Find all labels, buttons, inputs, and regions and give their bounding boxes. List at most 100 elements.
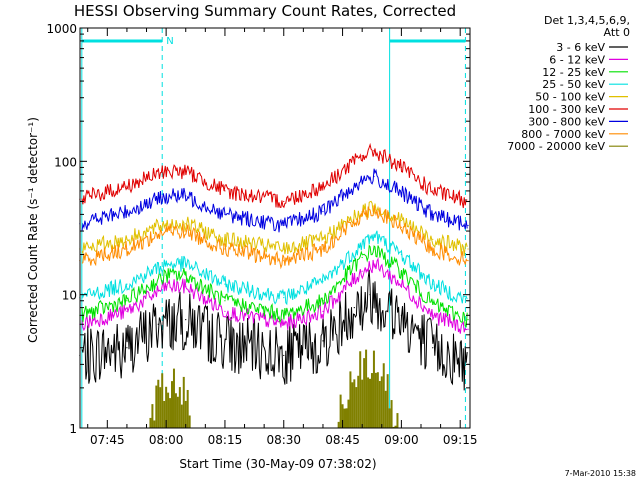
y-axis-ticks: 1 10 100 1000 <box>46 22 470 436</box>
data-point <box>432 248 434 250</box>
data-point <box>373 263 375 265</box>
data-point <box>353 306 355 309</box>
y-tick-label: 10 <box>62 289 77 303</box>
data-point <box>373 248 375 250</box>
data-point <box>432 347 434 349</box>
series-line <box>81 256 468 334</box>
data-point <box>322 210 324 213</box>
data-point <box>165 195 167 197</box>
data-point <box>283 314 285 316</box>
data-point <box>467 319 469 321</box>
data-point <box>185 195 187 197</box>
legend-label: 100 - 300 keV <box>528 103 605 116</box>
data-point <box>322 248 324 250</box>
legend-label: 6 - 12 keV <box>549 53 605 66</box>
legend-label: 50 - 100 keV <box>535 91 605 104</box>
data-point <box>361 270 363 272</box>
data-point <box>126 347 128 349</box>
data-point <box>432 314 434 316</box>
data-point <box>432 213 434 215</box>
x-tick-label: 07:45 <box>90 433 125 447</box>
data-point <box>361 213 363 215</box>
data-point <box>224 190 226 192</box>
data-point <box>361 155 363 157</box>
data-point <box>369 294 371 296</box>
series-line <box>81 230 468 306</box>
legend-title-line: Det 1,3,4,5,6,9, <box>544 14 630 27</box>
series-group <box>79 142 469 428</box>
data-point <box>224 213 226 215</box>
x-tick-label: 08:30 <box>266 433 301 447</box>
data-point <box>361 256 363 259</box>
data-point <box>224 283 226 285</box>
data-point <box>361 179 363 181</box>
x-axis-label: Start Time (30-May-09 07:38:02) <box>179 457 376 471</box>
data-point <box>185 263 187 265</box>
data-point <box>165 285 167 288</box>
legend-label: 7000 - 20000 keV <box>507 140 605 153</box>
data-point <box>432 283 434 285</box>
data-point <box>185 285 187 288</box>
data-point <box>467 260 469 262</box>
data-point <box>283 323 285 325</box>
chart-title: HESSI Observing Summary Count Rates, Cor… <box>74 2 456 20</box>
data-point <box>185 319 187 321</box>
data-point <box>126 248 128 250</box>
data-point <box>400 270 402 272</box>
legend-title: Det 1,3,4,5,6,9,Att 0 <box>544 14 630 39</box>
data-point <box>157 323 159 325</box>
series-line <box>81 142 468 209</box>
series-line <box>81 269 468 391</box>
data-point <box>322 238 324 240</box>
data-point <box>373 234 375 236</box>
data-point <box>373 150 375 152</box>
series-line <box>81 205 468 270</box>
data-point <box>467 224 469 227</box>
plot-frame <box>79 27 471 429</box>
legend-title-line: Att 0 <box>604 26 630 39</box>
y-tick-label: 100 <box>54 155 77 169</box>
data-point <box>467 248 469 250</box>
x-tick-label: 08:00 <box>149 433 184 447</box>
x-tick-label: 08:15 <box>208 433 243 447</box>
data-point <box>373 208 375 210</box>
data-point <box>400 283 402 285</box>
data-point <box>185 223 187 225</box>
data-point <box>322 185 324 187</box>
data-point <box>400 253 402 256</box>
data-point <box>165 274 167 276</box>
series-7000_20000keV <box>149 349 399 428</box>
data-point <box>283 248 285 250</box>
data-point <box>322 300 324 302</box>
data-point <box>165 230 167 232</box>
data-point <box>224 238 226 240</box>
series-6_12keV <box>79 256 469 334</box>
data-point <box>224 310 226 312</box>
data-point <box>126 185 128 187</box>
data-point <box>224 300 226 302</box>
legend-label: 3 - 6 keV <box>556 41 605 54</box>
data-point <box>400 219 402 222</box>
data-point <box>185 230 187 232</box>
y-tick-label: 1000 <box>46 22 77 36</box>
y-axis-label: Corrected Count Rate (s⁻¹ detector⁻¹) <box>26 117 40 343</box>
data-point <box>165 170 167 172</box>
data-point <box>224 248 226 250</box>
y-tick-label: 1 <box>69 422 77 436</box>
series-line <box>81 200 468 256</box>
data-point <box>126 283 128 285</box>
data-point <box>126 310 128 312</box>
data-point <box>322 310 324 312</box>
legend-label: 25 - 50 keV <box>542 78 605 91</box>
data-point <box>283 260 285 262</box>
data-point <box>432 238 434 240</box>
data-point <box>322 340 324 342</box>
data-point <box>283 354 285 357</box>
footer-timestamp: 7-Mar-2010 15:38 <box>565 469 636 478</box>
x-tick-label: 08:45 <box>325 433 360 447</box>
series-line <box>81 244 468 328</box>
flag-label: N <box>166 36 173 47</box>
